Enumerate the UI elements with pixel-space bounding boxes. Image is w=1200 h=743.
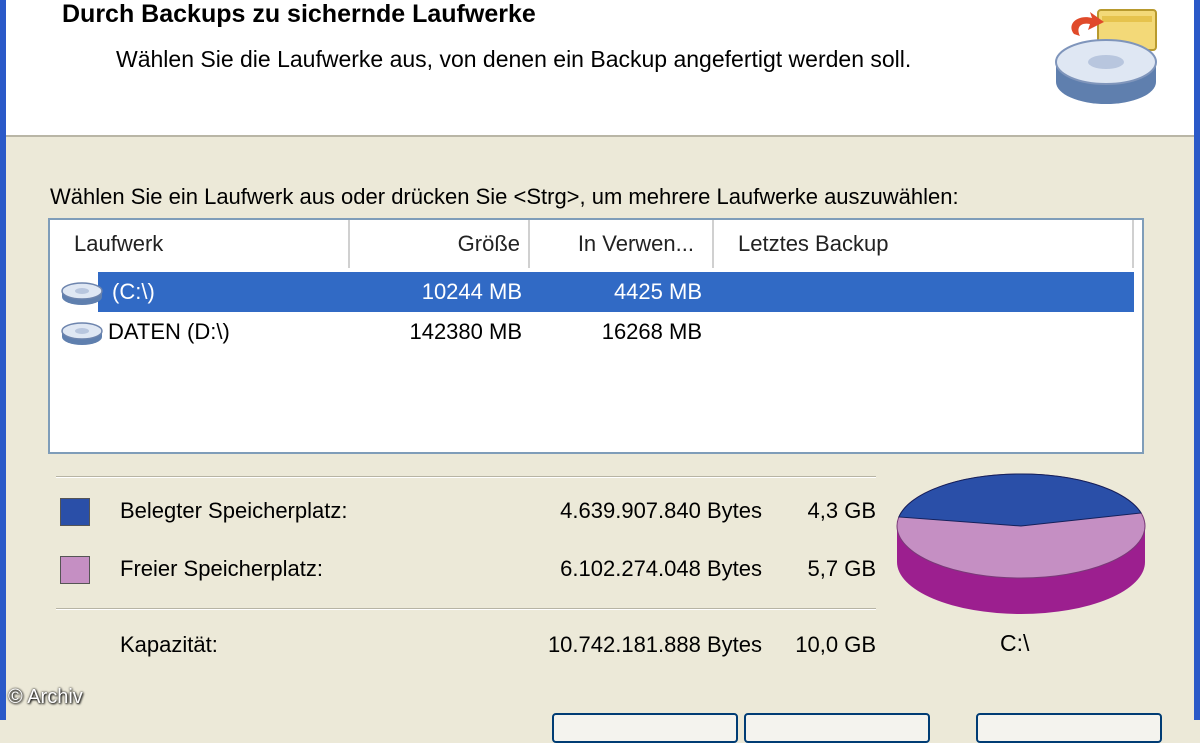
- selection-highlight: [98, 272, 1134, 312]
- cancel-button[interactable]: [976, 713, 1162, 743]
- used-space-gb: 4,3 GB: [807, 498, 876, 523]
- drive-name: (C:\): [112, 279, 155, 304]
- drive-row-d[interactable]: DATEN (D:\) 142380 MB 16268 MB: [50, 312, 1140, 352]
- used-space-swatch: [60, 498, 90, 526]
- drive-row-c[interactable]: (C:\) 10244 MB 4425 MB: [50, 272, 1140, 312]
- free-space-label: Freier Speicherplatz:: [120, 556, 323, 581]
- pie-side-free: [897, 526, 1145, 614]
- column-header-used[interactable]: In Verwen...: [530, 220, 714, 268]
- back-button[interactable]: [552, 713, 738, 743]
- window-frame-right: [1194, 0, 1200, 720]
- pie-chart: [896, 473, 1146, 614]
- pie-slice-used: [898, 473, 1142, 527]
- capacity-label: Kapazität:: [120, 632, 218, 657]
- disk-usage-pie: [890, 468, 1152, 616]
- column-header-last-backup[interactable]: Letztes Backup: [714, 220, 1134, 268]
- drive-size: 142380 MB: [409, 319, 522, 344]
- page-subtitle: Wählen Sie die Laufwerke aus, von denen …: [116, 46, 912, 72]
- drive-used: 4425 MB: [613, 279, 702, 304]
- pie-drive-label: C:\: [1000, 630, 1030, 656]
- hard-drive-icon: [61, 322, 103, 345]
- used-space-bytes: 4.639.907.840 Bytes: [560, 498, 762, 523]
- capacity-gb: 10,0 GB: [795, 632, 876, 657]
- used-space-label: Belegter Speicherplatz:: [120, 498, 348, 523]
- stats-divider-top: [56, 476, 876, 478]
- wizard-header: Durch Backups zu sichernde Laufwerke Wäh…: [6, 0, 1194, 137]
- capacity-bytes: 10.742.181.888 Bytes: [547, 632, 762, 657]
- copyright-watermark: © Archiv: [8, 686, 83, 708]
- drive-last-backup: [740, 272, 1120, 312]
- free-space-bytes: 6.102.274.048 Bytes: [560, 556, 762, 581]
- stats-divider-bottom: [56, 608, 876, 610]
- column-header-drive[interactable]: Laufwerk: [50, 220, 350, 268]
- drive-list[interactable]: Laufwerk Größe In Verwen... Letztes Back…: [48, 218, 1144, 454]
- drive-used: 16268 MB: [601, 319, 702, 344]
- drive-name: DATEN (D:\): [108, 319, 230, 344]
- hard-drive-icon: [61, 282, 103, 305]
- selection-instruction: Wählen Sie ein Laufwerk aus oder drücken…: [50, 184, 959, 209]
- next-button[interactable]: [744, 713, 930, 743]
- window-frame-left: [0, 0, 6, 720]
- drive-size: 10244 MB: [421, 279, 522, 304]
- free-space-swatch: [60, 556, 90, 584]
- list-header: Laufwerk Größe In Verwen... Letztes Back…: [50, 220, 1142, 268]
- drive-last-backup: [740, 312, 1120, 352]
- backup-drive-icon: [1055, 9, 1157, 104]
- column-header-size[interactable]: Größe: [350, 220, 530, 268]
- free-space-gb: 5,7 GB: [807, 556, 876, 581]
- page-title: Durch Backups zu sichernde Laufwerke: [62, 0, 536, 28]
